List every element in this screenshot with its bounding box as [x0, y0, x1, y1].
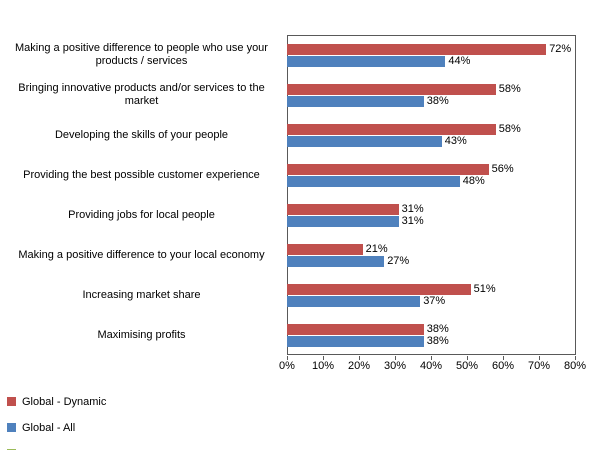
x-tick-mark [323, 356, 324, 360]
bar-line: 58% [287, 123, 521, 135]
bar-line: 58% [287, 83, 521, 95]
category-row: Making a positive difference to people w… [0, 35, 600, 75]
x-tick-mark [539, 356, 540, 360]
data-label: 72% [549, 42, 572, 55]
bar-line: 38% [287, 323, 449, 335]
category-label: Developing the skills of your people [54, 128, 229, 141]
bar-line: 43% [287, 135, 521, 147]
x-tick-label: 40% [419, 360, 443, 372]
x-tick-mark [503, 356, 504, 360]
x-tick-label: 50% [455, 360, 479, 372]
bar-global-dynamic [287, 83, 496, 95]
bar-global-dynamic [287, 283, 471, 295]
bar-line: 48% [287, 175, 514, 187]
legend-item: Global - All [7, 421, 106, 434]
data-label: 58% [498, 82, 521, 95]
bar-line: 44% [287, 55, 571, 67]
x-tick-label: 70% [527, 360, 551, 372]
bar-line: 31% [287, 203, 424, 215]
bar-global-all [287, 55, 446, 67]
x-tick-mark [431, 356, 432, 360]
bar-global-all [287, 215, 399, 227]
data-label: 44% [448, 54, 471, 67]
bar-global-dynamic [287, 123, 496, 135]
bar-group: 31% 31% [287, 195, 424, 235]
bar-line: 51% [287, 283, 496, 295]
bar-line: 72% [287, 43, 571, 55]
bar-line: 27% [287, 255, 409, 267]
data-label: 38% [426, 94, 449, 107]
category-label: Increasing market share [82, 288, 201, 301]
data-label: 21% [365, 242, 388, 255]
legend-swatch [7, 397, 16, 406]
data-label: 48% [462, 174, 485, 187]
x-tick-label: 80% [563, 360, 587, 372]
x-tick-mark [467, 356, 468, 360]
bar-group: 56% 48% [287, 155, 514, 195]
bar-global-dynamic [287, 243, 363, 255]
category-row: Increasing market share 51% 37% [0, 275, 600, 315]
category-row: Bringing innovative products and/or serv… [0, 75, 600, 115]
bar-rows: Making a positive difference to people w… [0, 35, 600, 355]
category-label: Making a positive difference to people w… [15, 42, 268, 67]
bar-global-dynamic [287, 323, 424, 335]
x-tick-label: 60% [491, 360, 515, 372]
category-label: Making a positive difference to your loc… [18, 248, 265, 261]
chart-legend: Global - Dynamic Global - All [7, 396, 106, 450]
x-tick-mark [359, 356, 360, 360]
data-label: 51% [473, 282, 496, 295]
bar-global-all [287, 175, 460, 187]
bar-global-dynamic [287, 43, 547, 55]
category-label: Maximising profits [97, 328, 186, 341]
legend-label: Global - Dynamic [22, 395, 107, 408]
category-label: Providing the best possible customer exp… [23, 168, 260, 181]
data-label: 31% [401, 214, 424, 227]
bar-global-all [287, 295, 421, 307]
data-label: 56% [491, 162, 514, 175]
category-row: Maximising profits 38% 38% [0, 315, 600, 355]
data-label: 37% [423, 294, 446, 307]
legend-item: Global - Dynamic [7, 395, 107, 408]
category-row: Providing jobs for local people 31% 31% [0, 195, 600, 235]
legend-swatch [7, 423, 16, 432]
bar-group: 21% 27% [287, 235, 409, 275]
bar-global-all [287, 255, 385, 267]
bar-global-all [287, 135, 442, 147]
bar-global-all [287, 335, 424, 347]
category-label: Providing jobs for local people [68, 208, 215, 221]
bar-group: 58% 38% [287, 75, 521, 115]
bar-group: 72% 44% [287, 35, 571, 75]
category-label: Bringing innovative products and/or serv… [18, 82, 265, 107]
bar-line: 56% [287, 163, 514, 175]
bar-global-all [287, 95, 424, 107]
data-label: 43% [444, 134, 467, 147]
data-label: 58% [498, 122, 521, 135]
bar-line: 31% [287, 215, 424, 227]
bar-group: 38% 38% [287, 315, 449, 355]
data-label: 27% [387, 254, 410, 267]
x-tick-mark [287, 356, 288, 360]
data-label: 31% [401, 202, 424, 215]
category-row: Providing the best possible customer exp… [0, 155, 600, 195]
x-tick-mark [575, 356, 576, 360]
x-tick-label: 20% [347, 360, 371, 372]
x-tick-label: 10% [311, 360, 335, 372]
bar-line: 37% [287, 295, 496, 307]
category-row: Developing the skills of your people 58% 4… [0, 115, 600, 155]
data-label: 38% [426, 322, 449, 335]
category-row: Making a positive difference to your loc… [0, 235, 600, 275]
legend-label: Global - All [22, 421, 76, 434]
x-tick-mark [395, 356, 396, 360]
bar-line: 38% [287, 335, 449, 347]
bar-line: 38% [287, 95, 521, 107]
x-tick-label: 30% [383, 360, 407, 372]
bar-global-dynamic [287, 163, 489, 175]
data-label: 38% [426, 334, 449, 347]
bar-group: 51% 37% [287, 275, 496, 315]
bar-global-dynamic [287, 203, 399, 215]
x-tick-label: 0% [279, 360, 295, 372]
bar-group: 58% 43% [287, 115, 521, 155]
bar-line: 21% [287, 243, 409, 255]
